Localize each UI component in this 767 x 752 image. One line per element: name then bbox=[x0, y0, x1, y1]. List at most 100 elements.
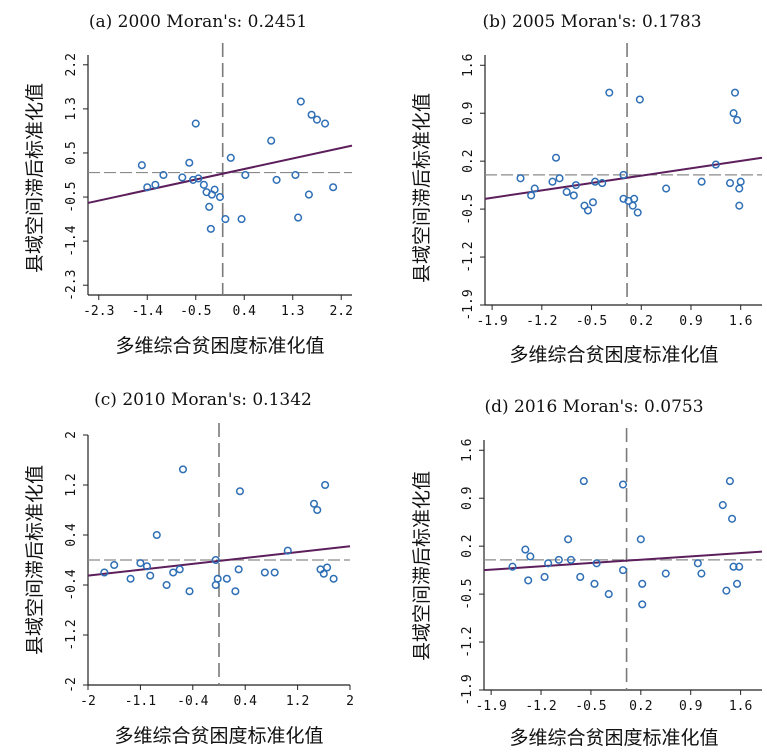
data-point bbox=[304, 190, 313, 199]
data-point bbox=[729, 562, 738, 571]
data-point bbox=[222, 574, 231, 583]
data-point bbox=[291, 170, 300, 180]
data-point bbox=[576, 572, 585, 582]
data-point bbox=[592, 559, 601, 568]
y-tick-label: 1.2 bbox=[64, 473, 79, 496]
data-point bbox=[211, 555, 220, 565]
x-tick-label: 0.4 bbox=[233, 304, 257, 319]
x-tick-label: 1.6 bbox=[729, 699, 752, 714]
data-point bbox=[554, 555, 563, 564]
data-point bbox=[185, 158, 194, 167]
data-point bbox=[319, 569, 328, 578]
data-point bbox=[618, 480, 628, 489]
y-tick-label: 1.6 bbox=[460, 439, 475, 462]
data-point bbox=[638, 579, 647, 588]
data-point bbox=[725, 477, 734, 486]
data-point bbox=[136, 559, 145, 568]
data-point bbox=[169, 568, 178, 577]
y-tick-label: 0.4 bbox=[64, 523, 79, 547]
data-point bbox=[551, 153, 561, 162]
data-point bbox=[661, 569, 670, 578]
data-point bbox=[283, 546, 292, 555]
x-tick-label: 1.6 bbox=[729, 314, 752, 329]
data-point bbox=[100, 568, 109, 577]
y-tick-label: -1.2 bbox=[461, 241, 476, 272]
panel-b-plot: -1.9 -1.2 -0.5 0.2 0.9 1.6 -1.9 -1.2 -0.5 0.2 0.9 1… bbox=[461, 43, 763, 329]
data-point bbox=[566, 555, 576, 564]
x-tick-label: 0.9 bbox=[679, 699, 702, 714]
panel-c-xlabel: 多维综合贫困度标准化值 bbox=[114, 725, 323, 747]
x-tick-label: 0.9 bbox=[679, 314, 702, 329]
data-point bbox=[544, 559, 553, 568]
data-point bbox=[693, 559, 702, 568]
data-point bbox=[159, 170, 168, 180]
x-tick-label: -1.9 bbox=[476, 314, 507, 329]
data-point bbox=[185, 587, 194, 596]
panel-a-xlabel: 多维综合贫困度标准化值 bbox=[115, 335, 324, 357]
data-point bbox=[540, 572, 549, 582]
panel-d-title: (d) 2016 Moran's: 0.0753 bbox=[484, 397, 703, 417]
panel-a-plot: -2.3 -1.4 -0.5 0.4 1.3 2.2 -2.3 -1.4 -0.5 0.5 1.3 2… bbox=[64, 43, 353, 319]
data-point bbox=[162, 580, 171, 590]
data-point bbox=[191, 119, 200, 128]
data-point bbox=[126, 574, 135, 583]
data-point bbox=[697, 569, 706, 578]
data-point bbox=[151, 180, 160, 189]
data-point bbox=[296, 97, 305, 106]
y-tick-label: -1.9 bbox=[460, 674, 475, 705]
panel-a-title: (a) 2000 Moran's: 0.2451 bbox=[89, 12, 307, 32]
data-point bbox=[569, 191, 578, 200]
data-point bbox=[309, 499, 319, 508]
data-point bbox=[628, 201, 637, 210]
data-point bbox=[321, 480, 330, 490]
data-point bbox=[605, 88, 614, 97]
data-point bbox=[697, 177, 706, 186]
data-point bbox=[267, 136, 276, 145]
panel-c-ylabel: 县域空间滞后标准化值 bbox=[24, 465, 46, 655]
data-point bbox=[321, 119, 330, 128]
y-tick-label: 2.2 bbox=[64, 53, 79, 76]
x-tick-label: -1.2 bbox=[526, 314, 557, 329]
data-point bbox=[527, 191, 536, 200]
data-point bbox=[270, 568, 279, 577]
data-point bbox=[604, 590, 613, 599]
data-point bbox=[571, 181, 580, 190]
panel-d-ylabel: 县域空间滞后标准化值 bbox=[411, 471, 433, 661]
x-tick-label: -1.1 bbox=[125, 694, 156, 709]
data-point bbox=[199, 180, 208, 189]
data-point bbox=[733, 579, 742, 588]
data-point bbox=[735, 562, 744, 571]
x-tick-label: -1.4 bbox=[132, 304, 163, 319]
data-point bbox=[526, 552, 535, 561]
data-point bbox=[579, 477, 588, 486]
y-tick-label: -0.4 bbox=[64, 569, 79, 600]
panel-d-plot: -1.9 -1.2 -0.5 0.2 0.9 1.6 -1.9 -1.2 -0.5 0.2 0.9 1… bbox=[460, 428, 763, 714]
data-point bbox=[618, 566, 628, 575]
panel-c-plot: -2 -1.1 -0.4 0.4 1.2 2 -2 -1.2 -0.4 0.4 1.2 2 bbox=[64, 423, 354, 709]
x-tick-label: 1.2 bbox=[286, 694, 309, 709]
data-point bbox=[210, 185, 219, 194]
x-tick-label: 2.2 bbox=[329, 304, 352, 319]
data-point bbox=[530, 184, 539, 193]
x-tick-label: 0.2 bbox=[629, 699, 652, 714]
data-point bbox=[178, 173, 187, 182]
data-point bbox=[194, 174, 203, 183]
data-point bbox=[146, 571, 155, 580]
data-point bbox=[722, 586, 731, 595]
data-point bbox=[189, 175, 198, 184]
data-point bbox=[313, 505, 322, 515]
panel-d-xlabel: 多维综合贫困度标准化值 bbox=[509, 727, 718, 749]
x-tick-label: -2.3 bbox=[83, 304, 114, 319]
data-point bbox=[312, 115, 322, 124]
x-tick-label: -0.5 bbox=[575, 699, 606, 714]
data-point bbox=[588, 198, 598, 207]
data-point bbox=[213, 574, 222, 583]
fit-line bbox=[87, 144, 353, 204]
data-point bbox=[662, 184, 671, 193]
data-point bbox=[725, 179, 735, 188]
x-tick-label: -0.5 bbox=[180, 304, 211, 319]
data-point bbox=[555, 174, 564, 183]
y-tick-label: -1.2 bbox=[460, 626, 475, 657]
x-tick-label: -0.4 bbox=[177, 694, 208, 709]
panel-a-ylabel: 县域空间滞后标准化值 bbox=[24, 83, 46, 273]
